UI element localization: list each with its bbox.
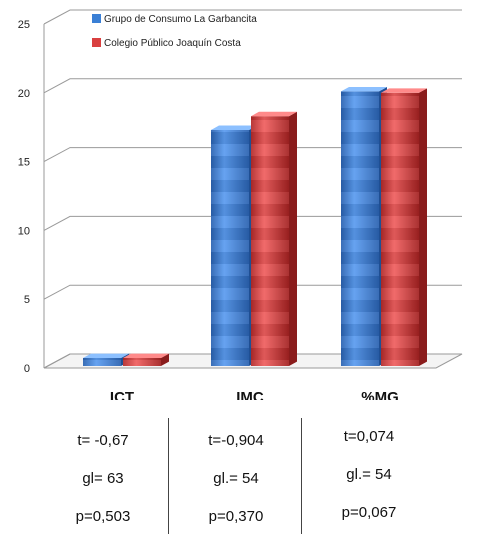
stats-column-imc: t=-0,904 gl.= 54 p=0,370 xyxy=(171,418,302,534)
y-tick-label: 5 xyxy=(24,294,30,306)
stat-gl-value: gl= 63 xyxy=(82,470,124,487)
y-axis-line xyxy=(43,24,71,369)
bar-ict-series-2 xyxy=(123,353,169,366)
gridline xyxy=(43,9,462,25)
x-category-label: %MG xyxy=(361,389,399,400)
stat-gl-value: gl.= 54 xyxy=(346,466,392,483)
gridline xyxy=(43,215,462,231)
bar-ict-series-1 xyxy=(83,353,129,366)
y-tick-label: 0 xyxy=(24,363,30,375)
bar-imc-series-2 xyxy=(251,111,297,367)
stats-column-ict: t= -0,67 gl= 63 p=0,503 xyxy=(38,418,169,534)
x-category-label: ICT xyxy=(110,389,134,400)
legend-swatch xyxy=(92,14,101,23)
gridline xyxy=(43,78,462,94)
legend-swatch xyxy=(92,38,101,47)
bar-pct-mg-series-2 xyxy=(381,88,427,367)
gridline xyxy=(43,147,462,163)
y-tick-label: 15 xyxy=(18,157,30,169)
y-tick-label: 10 xyxy=(18,225,30,237)
legend-label: Colegio Público Joaquín Costa xyxy=(104,38,241,49)
bars xyxy=(83,87,427,367)
stat-gl-value: gl.= 54 xyxy=(213,470,259,487)
legend-label: Grupo de Consumo La Garbancita xyxy=(104,14,257,25)
x-category-label: IMC xyxy=(236,389,264,400)
bar-chart: 0 5 10 15 20 25 ICT IMC %MG Grupo de Consumo La… xyxy=(18,9,463,400)
y-axis: 0 5 10 15 20 25 xyxy=(18,19,71,375)
y-tick-label: 25 xyxy=(18,19,30,31)
stat-p-value: p=0,067 xyxy=(341,504,397,521)
stat-p-value: p=0,370 xyxy=(208,508,264,525)
stat-t-value: t= -0,67 xyxy=(77,432,129,449)
legend: Grupo de Consumo La Garbancita Colegio Pú… xyxy=(92,14,257,49)
stat-p-value: p=0,503 xyxy=(75,508,131,525)
stats-table: t= -0,67 gl= 63 p=0,503 t=-0,904 gl.= 54… xyxy=(38,418,438,534)
stats-column-mg: t=0,074 gl.= 54 p=0,067 xyxy=(304,418,434,534)
y-tick-label: 20 xyxy=(18,88,30,100)
bar-imc-series-1 xyxy=(211,125,257,366)
category-labels: ICT IMC %MG xyxy=(110,389,399,400)
gridline xyxy=(43,284,462,300)
stat-t-value: t=-0,904 xyxy=(208,432,264,449)
stat-t-value: t=0,074 xyxy=(343,428,395,445)
bar-pct-mg-series-1 xyxy=(341,87,387,367)
